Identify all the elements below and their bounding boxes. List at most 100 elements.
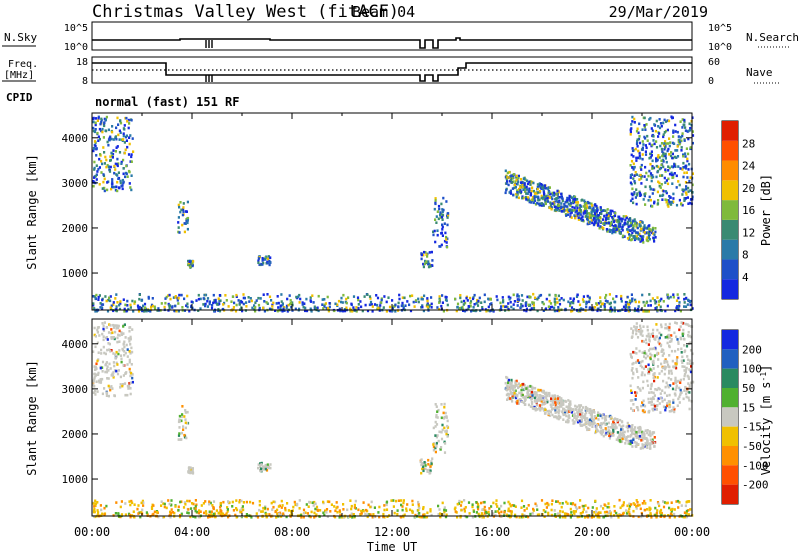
echo-cell — [110, 152, 112, 155]
echo-cell — [383, 295, 385, 298]
echo-cell — [650, 300, 652, 303]
echo-cell — [667, 364, 669, 367]
echo-cell — [386, 508, 388, 511]
echo-cell — [350, 508, 352, 511]
echo-cell — [686, 176, 688, 179]
echo-cell — [171, 508, 173, 511]
echo-cell — [126, 135, 128, 138]
echo-cell — [630, 182, 632, 185]
echo-cell — [616, 228, 618, 231]
echo-cell — [630, 407, 632, 410]
echo-cell — [672, 130, 674, 133]
echo-cell — [668, 370, 670, 373]
echo-cell — [198, 509, 200, 512]
echo-cell — [106, 189, 108, 192]
echo-cell — [551, 414, 553, 417]
echo-cell — [103, 507, 105, 510]
echo-cell — [675, 336, 677, 339]
echo-cell — [457, 303, 459, 306]
echo-cell — [537, 394, 539, 397]
echo-cell — [592, 506, 594, 509]
echo-cell — [567, 513, 569, 516]
echo-cell — [687, 334, 689, 337]
echo-cell — [649, 163, 651, 166]
echo-cell — [207, 297, 209, 300]
echo-cell — [421, 258, 423, 261]
echo-cell — [424, 468, 426, 471]
echo-cell — [177, 302, 179, 305]
echo-cell — [142, 504, 144, 507]
echo-cell — [670, 513, 672, 516]
echo-cell — [116, 337, 118, 340]
echo-cell — [115, 357, 117, 360]
echo-cell — [179, 501, 181, 504]
echo-cell — [460, 509, 462, 512]
echo-cell — [619, 232, 621, 235]
echo-cell — [643, 367, 645, 370]
echo-cell — [137, 305, 139, 308]
echo-cell — [516, 295, 518, 298]
echo-cell — [102, 328, 104, 331]
echo-cell — [653, 367, 655, 370]
echo-cell — [560, 207, 562, 210]
echo-cell — [675, 130, 677, 133]
echo-cell — [365, 304, 367, 307]
echo-cell — [552, 194, 554, 197]
echo-cell — [639, 142, 641, 145]
echo-cell — [532, 512, 534, 515]
echo-cell — [460, 504, 462, 507]
echo-cell — [669, 346, 671, 349]
echo-cell — [548, 305, 550, 308]
echo-cell — [123, 374, 125, 377]
echo-cell — [606, 214, 608, 217]
echo-cell — [382, 513, 384, 516]
echo-cell — [510, 505, 512, 508]
echo-cell — [637, 227, 639, 230]
echo-cell — [684, 152, 686, 155]
echo-cell — [551, 509, 553, 512]
echo-cell — [129, 350, 131, 353]
echo-cell — [123, 173, 125, 176]
echo-cell — [98, 351, 100, 354]
echo-cell — [503, 502, 505, 505]
echo-cell — [371, 501, 373, 504]
echo-cell — [414, 305, 416, 308]
echo-cell — [646, 178, 648, 181]
echo-cell — [248, 300, 250, 303]
echo-cell — [400, 499, 402, 502]
echo-cell — [100, 171, 102, 174]
echo-cell — [437, 505, 439, 508]
echo-cell — [187, 219, 189, 222]
echo-cell — [292, 506, 294, 509]
echo-cell — [606, 511, 608, 514]
echo-cell — [558, 295, 560, 298]
echo-cell — [655, 176, 657, 179]
echo-cell — [435, 421, 437, 424]
echo-cell — [672, 388, 674, 391]
echo-cell — [652, 332, 654, 335]
echo-cell — [318, 295, 320, 298]
echo-cell — [94, 368, 96, 371]
echo-cell — [613, 221, 615, 224]
echo-cell — [327, 307, 329, 310]
echo-cell — [459, 297, 461, 300]
echo-cell — [681, 504, 683, 507]
echo-cell — [672, 360, 674, 363]
echo-cell — [95, 128, 97, 131]
echo-cell — [179, 201, 181, 204]
echo-cell — [104, 156, 106, 159]
echo-cell — [572, 419, 574, 422]
echo-cell — [637, 386, 639, 389]
echo-cell — [657, 358, 659, 361]
echo-cell — [250, 297, 252, 300]
echo-cell — [642, 221, 644, 224]
echo-cell — [556, 301, 558, 304]
echo-cell — [188, 260, 190, 263]
echo-cell — [185, 427, 187, 430]
echo-cell — [239, 511, 241, 514]
freq-strip: Freq. [MHz] 18 8 60 0 Nave — [2, 57, 780, 87]
echo-cell — [95, 335, 97, 338]
echo-cell — [688, 397, 690, 400]
echo-cell — [395, 500, 397, 503]
echo-cell — [439, 295, 441, 298]
